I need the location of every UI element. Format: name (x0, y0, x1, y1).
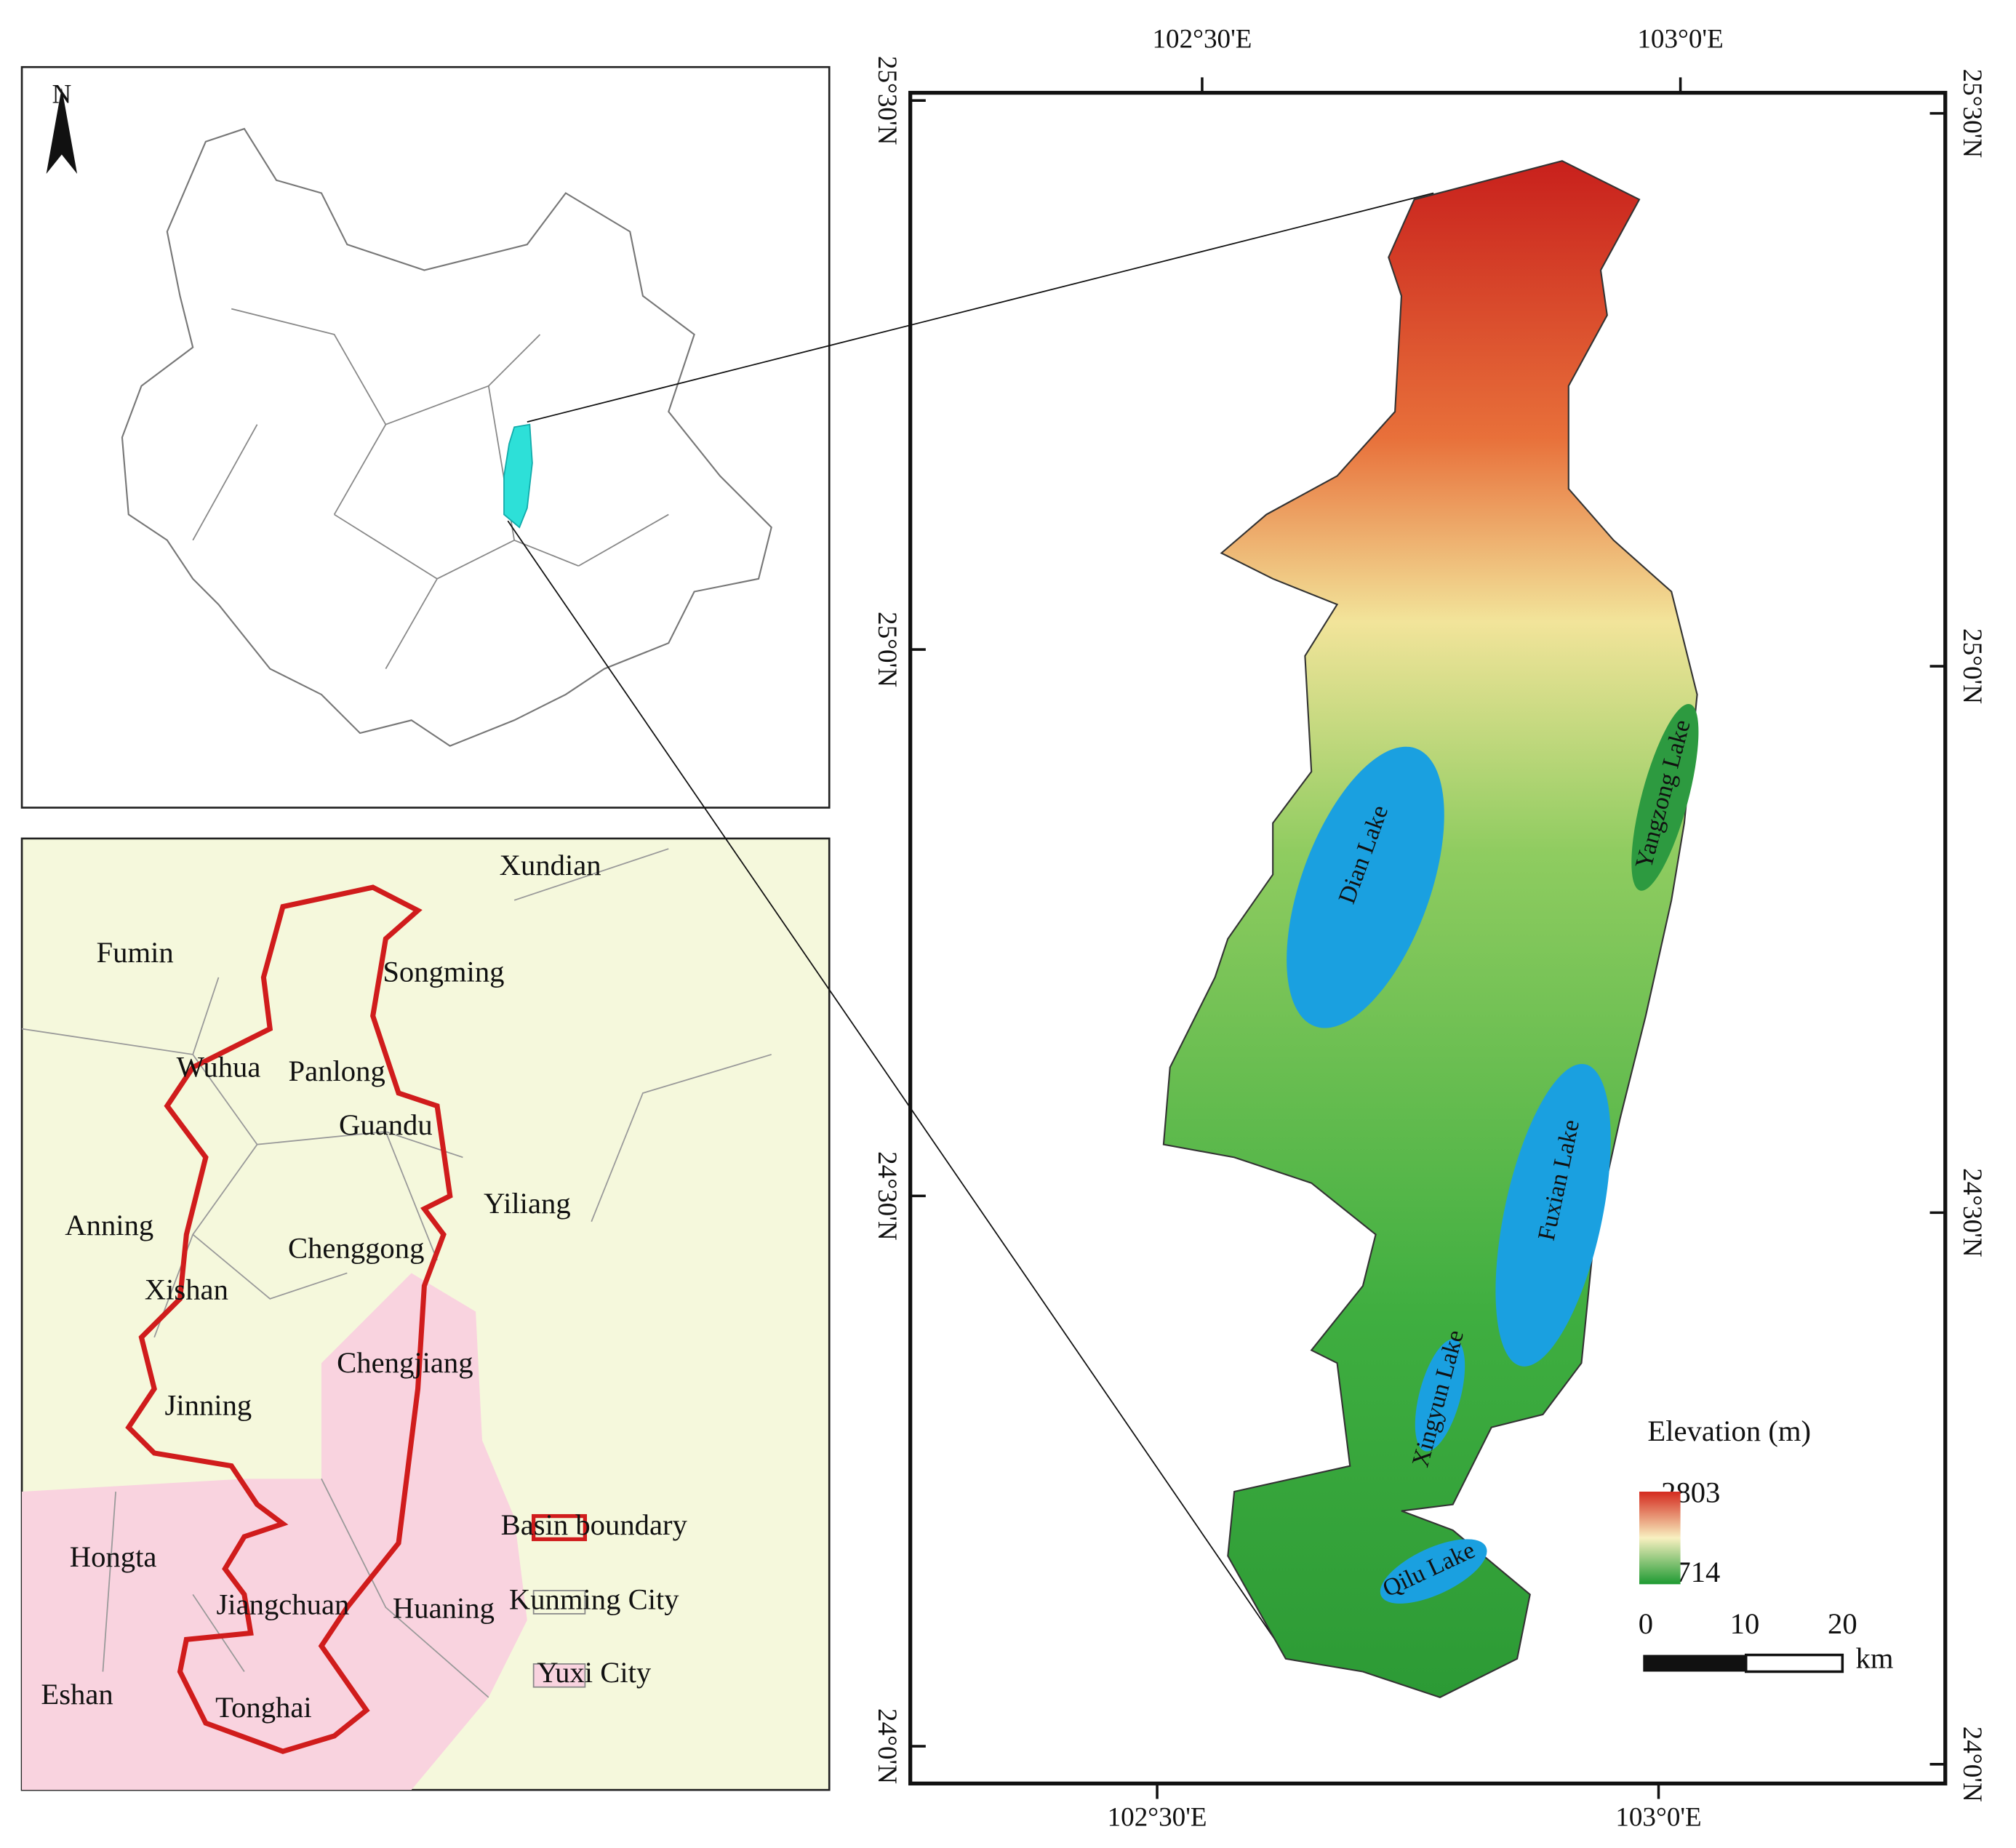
scale-unit: km (1856, 1642, 1894, 1675)
lat-label: 25°0'N (1957, 628, 1987, 704)
county-lines (192, 308, 669, 670)
county-label: Panlong (289, 1055, 385, 1087)
lat-label: 25°30'N (872, 56, 902, 145)
county-label: Fumin (97, 936, 174, 969)
lake (1287, 746, 1444, 1028)
legend-swatch (532, 1513, 588, 1542)
lat-label: 24°0'N (1957, 1727, 1987, 1802)
lat-label: 25°0'N (872, 612, 902, 687)
lon-label: 102°30'E (1108, 1802, 1207, 1832)
county-label: Jiangchuan (216, 1588, 349, 1620)
county-label: Tonghai (215, 1691, 312, 1724)
lake (1495, 1063, 1611, 1367)
county-label: Songming (383, 956, 504, 988)
county-label: Chenggong (288, 1232, 424, 1265)
district-lines (21, 848, 772, 1698)
lat-label: 25°30'N (1957, 69, 1987, 159)
lake (1380, 1539, 1487, 1604)
county-label: Hongta (70, 1540, 157, 1573)
main-frame (908, 90, 1948, 1785)
province-outline (121, 127, 772, 747)
scale-segment (1744, 1653, 1844, 1673)
yuxi-area (22, 1273, 527, 1791)
lon-label: 103°0'E (1637, 24, 1723, 54)
scale-label: 10 (1730, 1607, 1760, 1640)
legend-label: Basin boundary (501, 1508, 688, 1541)
north-label: N (52, 79, 71, 109)
legend-label: Yuxi City (537, 1656, 652, 1689)
lake (1415, 1339, 1465, 1452)
lon-label: 103°0'E (1615, 1802, 1701, 1832)
scale-label: 20 (1828, 1607, 1857, 1640)
county-label: Huaning (393, 1592, 495, 1625)
north-arrow (46, 87, 78, 174)
basin-boundary (125, 884, 453, 1754)
legend-swatch (532, 1590, 586, 1615)
basin-inset (503, 423, 533, 529)
county-label: Jinning (165, 1388, 252, 1421)
legend-label: Kunming City (509, 1583, 679, 1615)
county-label: Wuhua (177, 1050, 261, 1083)
connector (507, 520, 1280, 1647)
connector (527, 192, 1434, 423)
legend-swatch (532, 1663, 586, 1688)
scale-label: 0 (1639, 1607, 1653, 1640)
scale-segment (1643, 1655, 1746, 1672)
county-label: Eshan (41, 1678, 113, 1711)
lat-label: 24°30'N (1957, 1168, 1987, 1257)
lon-label: 102°30'E (1152, 24, 1252, 54)
lake (1631, 704, 1699, 891)
county-label: Anning (65, 1209, 153, 1241)
county-label: Guandu (339, 1108, 433, 1141)
county-label: Chengjiang (337, 1346, 473, 1379)
lat-label: 24°30'N (872, 1151, 902, 1241)
county-label: Xundian (500, 849, 601, 881)
legend-title: Elevation (m) (1647, 1415, 1811, 1447)
elevation-bar (1639, 1492, 1681, 1585)
lat-label: 24°0'N (872, 1708, 902, 1784)
county-label: Xishan (145, 1273, 228, 1305)
county-label: Yiliang (484, 1187, 571, 1220)
